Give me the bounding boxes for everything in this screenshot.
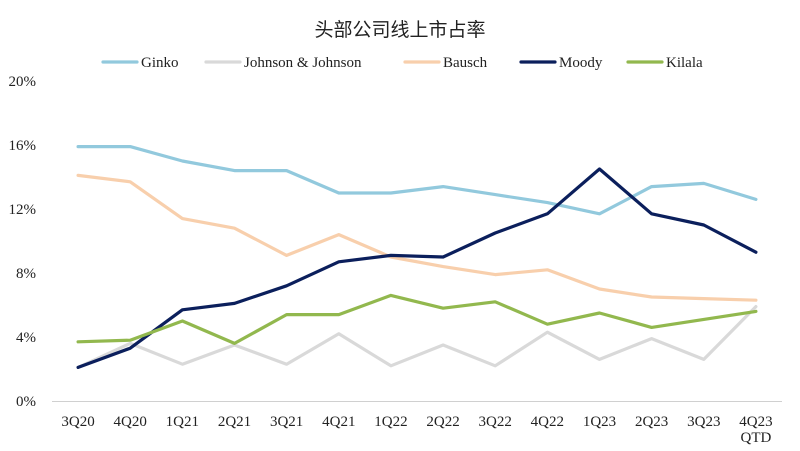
plot-area xyxy=(76,145,758,369)
x-tick-label: 3Q20 xyxy=(61,414,94,430)
y-tick-label: 0% xyxy=(16,394,36,410)
x-axis: 3Q20 4Q20 1Q21 2Q21 3Q21 4Q21 1Q22 2Q22 3Q22 4Q22… xyxy=(52,401,782,446)
x-tick-label: 2Q21 xyxy=(218,414,251,430)
series-line-ginko xyxy=(76,145,758,216)
legend-label: Johnson & Johnson xyxy=(244,55,362,71)
series-line-johnson-johnson xyxy=(76,305,758,369)
x-tick-label: 4Q23 QTD xyxy=(739,414,772,446)
x-tick-label: 3Q22 xyxy=(479,414,512,430)
x-tick-label: 1Q23 xyxy=(583,414,616,430)
x-tick-label: 3Q21 xyxy=(270,414,303,430)
x-tick-label: 4Q20 xyxy=(114,414,147,430)
x-tick-label: 3Q23 xyxy=(687,414,720,430)
legend: Ginko Johnson & Johnson Bausch Moody Kilala xyxy=(101,55,703,71)
legend-label: Bausch xyxy=(443,55,488,71)
chart-title: 头部公司线上市占率 xyxy=(314,19,485,41)
y-tick-label: 4% xyxy=(16,330,36,346)
y-tick-label: 16% xyxy=(9,138,37,154)
legend-label: Moody xyxy=(559,55,603,71)
legend-label: Ginko xyxy=(141,55,179,71)
x-tick-label: 1Q21 xyxy=(166,414,199,430)
legend-label: Kilala xyxy=(666,55,703,71)
y-axis: 0% 4% 8% 12% 16% 20% xyxy=(9,74,37,410)
series-line-kilala xyxy=(76,293,758,345)
series-line-bausch xyxy=(76,173,758,302)
x-tick-label: 2Q23 xyxy=(635,414,668,430)
x-tick-label: 2Q22 xyxy=(426,414,459,430)
y-tick-label: 8% xyxy=(16,266,36,282)
y-tick-label: 20% xyxy=(9,74,37,90)
x-tick-label: 1Q22 xyxy=(374,414,407,430)
series-line-moody xyxy=(76,167,758,369)
y-tick-label: 12% xyxy=(9,202,37,218)
x-tick-label: 4Q22 xyxy=(531,414,564,430)
x-tick-label: 4Q21 xyxy=(322,414,355,430)
